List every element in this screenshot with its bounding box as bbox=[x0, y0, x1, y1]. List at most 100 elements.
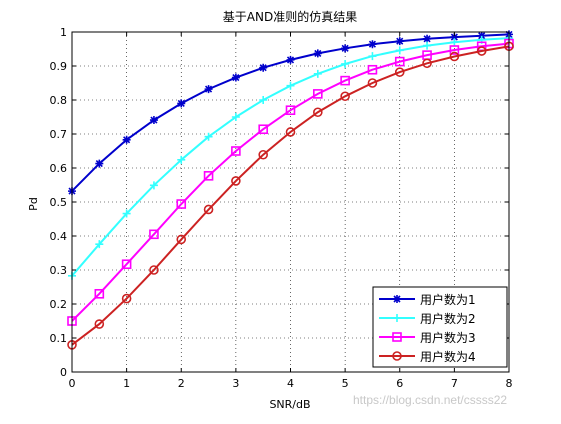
data-point bbox=[121, 293, 132, 304]
data-point bbox=[393, 295, 401, 303]
data-point bbox=[149, 229, 159, 240]
data-point bbox=[394, 56, 405, 67]
data-point bbox=[422, 58, 432, 69]
x-tick-label: 6 bbox=[396, 377, 403, 390]
chart-title: 基于AND准则的仿真结果 bbox=[223, 9, 357, 24]
x-tick-label: 7 bbox=[451, 377, 458, 390]
data-point bbox=[341, 44, 350, 53]
data-point bbox=[204, 85, 213, 94]
data-point bbox=[122, 135, 131, 144]
data-point bbox=[340, 91, 350, 102]
watermark: https://blog.csdn.net/cssss22 bbox=[353, 393, 508, 407]
data-point bbox=[231, 73, 240, 82]
legend-label: 用户数为2 bbox=[420, 311, 476, 326]
series-line bbox=[71, 45, 510, 346]
data-point bbox=[177, 99, 186, 108]
data-point bbox=[367, 78, 378, 88]
legend-item: 用户数为1 bbox=[379, 292, 476, 307]
data-point bbox=[423, 34, 432, 43]
series-4 bbox=[67, 41, 514, 350]
legend: 用户数为1 用户数为2 用户数为3 用户数为4 bbox=[372, 286, 508, 368]
legend-item: 用户数为3 bbox=[379, 330, 476, 345]
data-point bbox=[231, 113, 240, 121]
data-point bbox=[95, 240, 104, 249]
y-tick-label: 0.3 bbox=[50, 264, 68, 277]
data-point bbox=[313, 69, 322, 78]
data-point bbox=[121, 259, 132, 270]
data-point bbox=[122, 209, 131, 218]
x-tick-label: 3 bbox=[232, 377, 239, 390]
data-point bbox=[149, 116, 158, 125]
data-point bbox=[259, 63, 268, 72]
data-point bbox=[313, 107, 323, 118]
ticks: 0 1 2 3 4 5 6 7 8 0 0.1 0.2 0.3 0.4 0.5 0.6 0.7 0.8 0.9 1 bbox=[50, 26, 513, 390]
data-point bbox=[176, 234, 187, 245]
x-tick-label: 1 bbox=[123, 377, 130, 390]
x-tick-label: 2 bbox=[178, 377, 185, 390]
y-tick-label: 0.8 bbox=[50, 94, 68, 107]
y-tick-label: 0 bbox=[60, 366, 67, 379]
y-axis-label: Pd bbox=[27, 197, 40, 211]
series-2 bbox=[68, 34, 513, 280]
y-tick-label: 0.2 bbox=[50, 298, 68, 311]
data-point bbox=[476, 46, 487, 56]
data-point bbox=[341, 59, 350, 68]
data-point bbox=[177, 155, 186, 164]
y-tick-label: 0.7 bbox=[50, 128, 68, 141]
data-point bbox=[258, 124, 268, 135]
data-point bbox=[449, 45, 460, 55]
series-line bbox=[71, 42, 510, 322]
data-point bbox=[394, 67, 405, 77]
data-point bbox=[231, 146, 241, 156]
data-point bbox=[286, 55, 295, 64]
data-point bbox=[393, 314, 401, 322]
legend-label: 用户数为3 bbox=[420, 330, 476, 345]
x-axis-label: SNR/dB bbox=[269, 398, 310, 411]
data-point bbox=[392, 332, 402, 342]
y-tick-label: 0.4 bbox=[50, 230, 68, 243]
data-point bbox=[149, 265, 159, 275]
data-point bbox=[340, 75, 350, 86]
legend-item: 用户数为4 bbox=[379, 349, 476, 364]
x-tick-label: 0 bbox=[69, 377, 76, 390]
series-1 bbox=[68, 30, 513, 196]
data-point bbox=[94, 288, 105, 299]
data-point bbox=[423, 41, 432, 50]
data-point bbox=[203, 171, 214, 181]
data-point bbox=[95, 159, 104, 168]
data-point bbox=[392, 351, 402, 361]
data-point bbox=[94, 319, 105, 329]
data-point bbox=[285, 127, 296, 137]
data-point bbox=[285, 105, 296, 115]
data-point bbox=[286, 81, 295, 90]
y-tick-label: 1 bbox=[60, 26, 67, 39]
y-tick-label: 0.6 bbox=[50, 162, 68, 175]
data-point bbox=[203, 204, 214, 215]
legend-label: 用户数为4 bbox=[420, 349, 476, 364]
legend-label: 用户数为1 bbox=[420, 292, 476, 307]
data-point bbox=[176, 199, 187, 209]
data-point bbox=[450, 33, 459, 42]
y-tick-label: 0.5 bbox=[50, 196, 68, 209]
data-point bbox=[313, 89, 323, 99]
data-point bbox=[368, 40, 377, 49]
data-point bbox=[368, 52, 377, 61]
data-point bbox=[149, 181, 158, 190]
x-tick-label: 5 bbox=[342, 377, 349, 390]
y-tick-label: 0.9 bbox=[50, 60, 68, 73]
data-point bbox=[395, 37, 404, 46]
legend-item: 用户数为2 bbox=[379, 311, 476, 326]
data-point bbox=[313, 49, 322, 58]
data-point bbox=[367, 64, 378, 75]
data-point bbox=[259, 96, 268, 104]
x-tick-label: 4 bbox=[287, 377, 294, 390]
data-point bbox=[231, 176, 241, 186]
data-point bbox=[450, 38, 459, 47]
y-tick-label: 0.1 bbox=[50, 332, 68, 345]
series-layer bbox=[67, 30, 514, 350]
data-point bbox=[395, 46, 404, 55]
data-point bbox=[477, 31, 486, 40]
data-point bbox=[258, 149, 268, 160]
